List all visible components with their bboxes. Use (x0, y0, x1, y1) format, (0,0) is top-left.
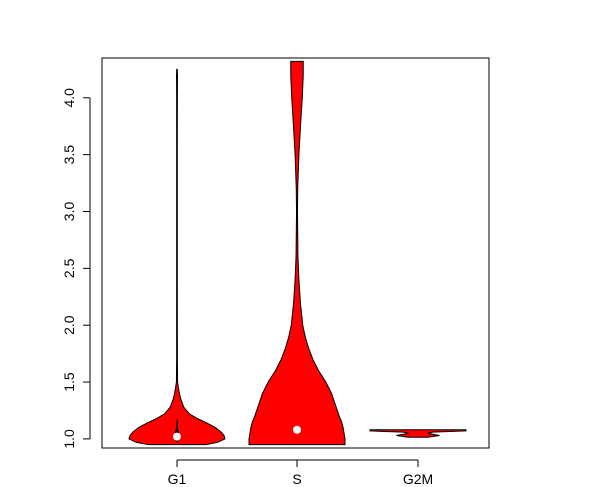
violin-body-g2m (369, 429, 467, 438)
violin-body-g1 (128, 68, 226, 446)
y-tick-label: 2.0 (61, 315, 77, 335)
x-tick-label-g1: G1 (168, 471, 187, 487)
median-point-s (293, 425, 301, 434)
violin-s (248, 60, 346, 446)
y-tick-label: 4.0 (61, 88, 77, 108)
y-tick-label: 1.0 (61, 429, 77, 449)
y-tick-label: 3.0 (61, 202, 77, 222)
violin-g2m (369, 429, 467, 438)
violin-body-s (248, 60, 346, 446)
y-axis: 1.0 1.5 2.0 2.5 3.0 3.5 4.0 (61, 88, 91, 449)
plot-frame (101, 57, 490, 449)
y-tick-label: 1.5 (61, 372, 77, 392)
violin-g1 (128, 68, 226, 446)
x-axis: G1 S G2M (168, 459, 433, 487)
x-tick-label-g2m: G2M (403, 471, 433, 487)
y-tick-label: 2.5 (61, 258, 77, 278)
y-tick-label: 3.5 (61, 145, 77, 165)
median-point-g1 (173, 432, 181, 441)
x-tick-label-s: S (292, 471, 301, 487)
violins-group (128, 60, 467, 446)
